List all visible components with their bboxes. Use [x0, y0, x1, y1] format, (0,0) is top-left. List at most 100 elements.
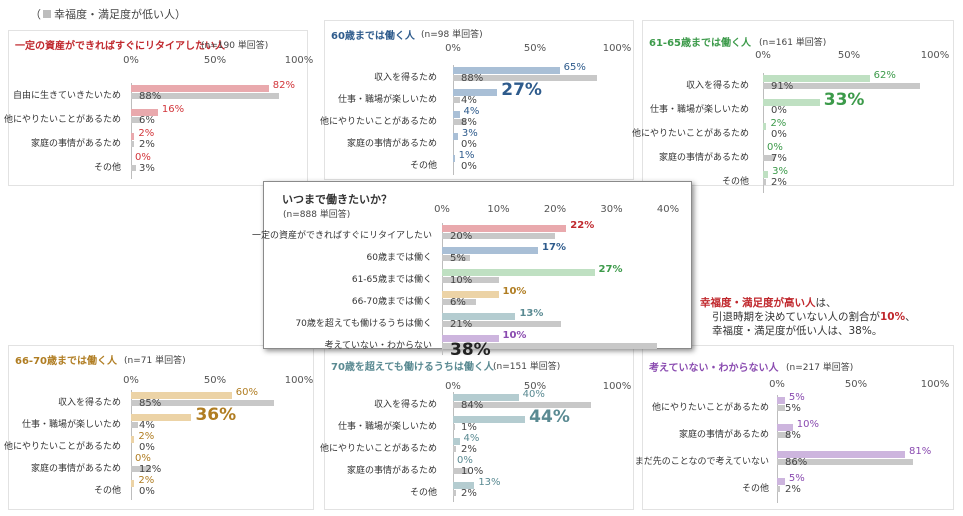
axis-tick-label: 50% [837, 50, 861, 61]
bar-low [453, 75, 598, 81]
bar-low [131, 466, 152, 472]
bar-low [131, 165, 137, 171]
bar-low [763, 155, 776, 161]
bar-low [453, 402, 591, 408]
note-line3: 幸福度・満足度が低い人は、38%。 [712, 325, 883, 337]
value-label-low: 10% [461, 466, 484, 477]
value-label-high: 0% [135, 453, 151, 464]
value-label-low: 0% [461, 161, 477, 172]
axis-zero-line [777, 395, 778, 503]
value-label-low: 0% [139, 442, 155, 453]
value-label-high: 22% [570, 220, 595, 231]
category-label: その他 [93, 486, 121, 496]
bar-high [777, 451, 905, 458]
chart-title: 66-70歳までは働く人 [15, 356, 117, 367]
category-label: 他にやりたいことがあるため [319, 444, 437, 454]
value-label-low: 86% [785, 457, 808, 468]
value-label-low: 4% [461, 95, 477, 106]
chart-panel-summary: いつまで働きたいか？ (n=888 単回答) 0% 10% 20% 30% 40% 一定の資産… [252, 181, 692, 360]
bar-high [442, 313, 516, 320]
value-label-high: 10% [502, 330, 527, 341]
bar-low [453, 424, 455, 430]
category-label: 他にやりたいことがあるため [319, 117, 437, 127]
axis-tick-label: 100% [920, 379, 950, 390]
value-label-low: 5% [450, 253, 466, 264]
category-label: 家庭の事情があるため [346, 466, 437, 476]
axis-tick-label: 40% [656, 204, 680, 215]
bar-high [131, 392, 232, 399]
axis-tick-label: 100% [602, 43, 632, 54]
bar-high [131, 414, 192, 421]
legend: （ 幸福度・満足度が低い人） [30, 6, 186, 22]
value-label-high: 0% [135, 152, 151, 163]
bar-low [777, 486, 781, 492]
value-label-high: 10% [502, 286, 527, 297]
bar-high [763, 123, 767, 130]
value-label-low: 8% [461, 117, 477, 128]
axis-tick-label: 100% [284, 55, 314, 66]
value-label-low: 1% [461, 422, 477, 433]
value-label-high: 2% [138, 475, 155, 486]
value-label-low: 0% [771, 105, 787, 116]
category-label: 60歳までは働く [366, 253, 432, 263]
bar-low [763, 179, 767, 185]
category-label: 家庭の事情があるため [658, 153, 749, 163]
bar-high [453, 155, 455, 162]
axis-tick-label: 50% [523, 381, 547, 392]
value-label-low: 2% [771, 177, 787, 188]
value-label-high: 10% [796, 419, 820, 430]
bar-high [442, 225, 567, 232]
bar-low [131, 141, 135, 147]
chart-panel-over-70: 70歳を超えても働けるうちは働く人 (n=151 単回答) 0% 50% 100% 収入を… [320, 345, 634, 510]
bar-high [442, 247, 539, 254]
value-label-low: 20% [450, 231, 473, 242]
bar-low [131, 93, 279, 99]
value-label-high: 17% [542, 242, 566, 253]
value-label-low: 0% [139, 486, 155, 497]
category-label: 他にやりたいことがあるため [631, 129, 749, 139]
note-line2-end: 、 [905, 311, 916, 323]
axis-tick-label: 20% [543, 204, 567, 215]
value-label-low: 5% [785, 403, 801, 414]
bar-high [453, 394, 519, 401]
bar-low [777, 459, 913, 465]
bar-low [131, 400, 274, 406]
value-label-low: 85% [139, 398, 162, 409]
chart-title: 一定の資産ができればすぐにリタイアしたい人 [15, 41, 225, 52]
value-label-low: 10% [450, 275, 473, 286]
bar-low [777, 432, 790, 438]
axis-tick-label: 0% [445, 381, 461, 392]
value-label-high: 82% [272, 80, 295, 91]
value-label-low: 2% [785, 484, 801, 495]
legend-open: （ [30, 8, 41, 21]
bar-low [442, 321, 561, 327]
bar-high [453, 111, 460, 118]
axis-zero-line [442, 223, 443, 355]
category-label: 収入を得るため [373, 400, 437, 410]
bar-high [453, 67, 560, 74]
value-label-high: 13% [478, 477, 501, 488]
value-label-high: 60% [235, 387, 259, 398]
value-label-low: 8% [785, 430, 801, 441]
bar-low [442, 299, 476, 305]
value-label-low: 2% [461, 488, 477, 499]
category-label: 収入を得るため [685, 81, 749, 91]
axis-tick-label: 0% [123, 375, 139, 386]
value-label-low: 6% [450, 297, 466, 308]
bar-high [453, 133, 458, 140]
chart-subtitle: (n=190 単回答) [201, 41, 269, 51]
category-label: 仕事・職場が楽しいため [649, 105, 749, 115]
bar-low [453, 446, 457, 452]
axis-tick-label: 30% [600, 204, 623, 215]
chart-title: 考えていない・わからない人 [649, 363, 779, 374]
chart-title: いつまで働きたいか？ [282, 193, 392, 206]
chart-subtitle: (n=98 単回答) [421, 30, 483, 40]
axis-zero-line [131, 83, 132, 179]
value-label-low: 84% [461, 400, 484, 411]
category-label: 家庭の事情があるため [30, 464, 121, 474]
value-label-high: 27% [598, 264, 623, 275]
summary-note: 幸福度・満足度が高い人は、 引退時期を決めていない人の割合が10%、 幸福度・満… [700, 296, 916, 338]
value-label-low: 88% [461, 73, 484, 84]
note-line1-rest: は、 [815, 297, 837, 309]
chart-title: 70歳を超えても働けるうちは働く人 [331, 362, 494, 373]
